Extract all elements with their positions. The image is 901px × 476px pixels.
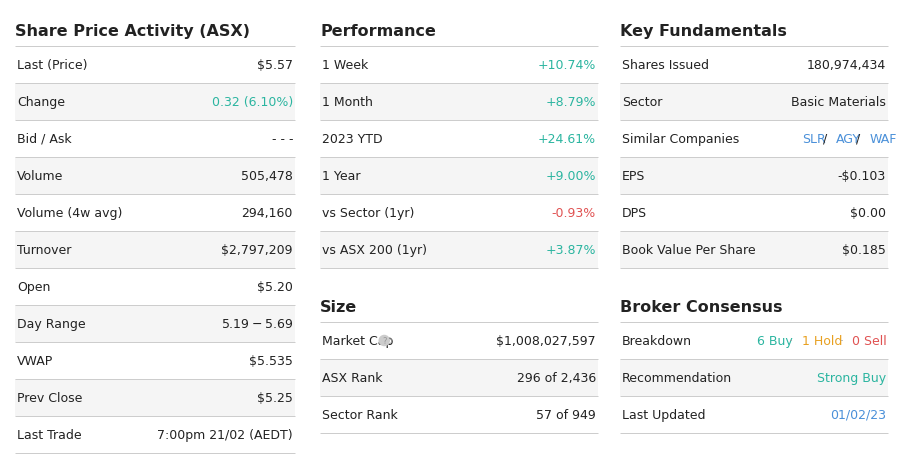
Text: $2,797,209: $2,797,209: [222, 244, 293, 257]
Text: EPS: EPS: [622, 169, 645, 183]
Text: Shares Issued: Shares Issued: [622, 59, 709, 72]
Text: Performance: Performance: [320, 23, 436, 39]
Bar: [620, 359, 888, 396]
Text: ·: ·: [785, 334, 797, 347]
Text: +8.79%: +8.79%: [545, 96, 596, 109]
Text: $5.57: $5.57: [257, 59, 293, 72]
Text: Last (Price): Last (Price): [17, 59, 87, 72]
Text: 1 Week: 1 Week: [322, 59, 369, 72]
Text: Turnover: Turnover: [17, 244, 71, 257]
Text: WAF: WAF: [869, 133, 896, 146]
Bar: [320, 231, 598, 268]
Text: 180,974,434: 180,974,434: [806, 59, 886, 72]
Bar: [320, 158, 598, 195]
Text: 6 Buy: 6 Buy: [757, 334, 793, 347]
Text: 294,160: 294,160: [241, 207, 293, 219]
Text: Strong Buy: Strong Buy: [817, 371, 886, 384]
Text: 2023 YTD: 2023 YTD: [322, 133, 383, 146]
Text: 1 Month: 1 Month: [322, 96, 373, 109]
Bar: [620, 158, 888, 195]
Bar: [15, 158, 295, 195]
Text: vs Sector (1yr): vs Sector (1yr): [322, 207, 414, 219]
Text: Recommendation: Recommendation: [622, 371, 733, 384]
Text: Similar Companies: Similar Companies: [622, 133, 739, 146]
Text: -$0.103: -$0.103: [838, 169, 886, 183]
Text: DPS: DPS: [622, 207, 647, 219]
Text: Prev Close: Prev Close: [17, 391, 82, 404]
Text: 296 of 2,436: 296 of 2,436: [517, 371, 596, 384]
Text: Book Value Per Share: Book Value Per Share: [622, 244, 756, 257]
Text: 0 Sell: 0 Sell: [852, 334, 887, 347]
Text: Key Fundamentals: Key Fundamentals: [620, 23, 787, 39]
Text: 7:00pm 21/02 (AEDT): 7:00pm 21/02 (AEDT): [158, 428, 293, 441]
Text: /: /: [852, 133, 865, 146]
Text: 1 Hold: 1 Hold: [802, 334, 842, 347]
Text: $0.00: $0.00: [850, 207, 886, 219]
Text: $5.25: $5.25: [257, 391, 293, 404]
Text: Breakdown: Breakdown: [622, 334, 692, 347]
Bar: [15, 84, 295, 121]
Text: Open: Open: [17, 280, 50, 293]
Text: ?: ?: [382, 336, 387, 345]
Bar: [15, 231, 295, 268]
Text: - - -: - - -: [271, 133, 293, 146]
Text: /: /: [819, 133, 831, 146]
Text: Size: Size: [320, 299, 358, 314]
Text: +9.00%: +9.00%: [545, 169, 596, 183]
Text: $5.20: $5.20: [257, 280, 293, 293]
Text: VWAP: VWAP: [17, 354, 53, 367]
Text: 0.32 (6.10%): 0.32 (6.10%): [212, 96, 293, 109]
Text: +24.61%: +24.61%: [538, 133, 596, 146]
Text: vs ASX 200 (1yr): vs ASX 200 (1yr): [322, 244, 427, 257]
Text: 57 of 949: 57 of 949: [536, 408, 596, 421]
Text: 01/02/23: 01/02/23: [830, 408, 886, 421]
Text: Volume (4w avg): Volume (4w avg): [17, 207, 123, 219]
Text: Share Price Activity (ASX): Share Price Activity (ASX): [15, 23, 250, 39]
Text: $1,008,027,597: $1,008,027,597: [496, 334, 596, 347]
Text: Last Updated: Last Updated: [622, 408, 705, 421]
Text: Last Trade: Last Trade: [17, 428, 82, 441]
Text: Change: Change: [17, 96, 65, 109]
Text: +3.87%: +3.87%: [545, 244, 596, 257]
Text: Day Range: Day Range: [17, 317, 86, 330]
Text: Market Cap: Market Cap: [322, 334, 394, 347]
Bar: [320, 84, 598, 121]
Text: -0.93%: -0.93%: [551, 207, 596, 219]
Text: ·: ·: [835, 334, 848, 347]
Text: $5.19 - $5.69: $5.19 - $5.69: [221, 317, 293, 330]
Text: AGY: AGY: [835, 133, 860, 146]
Text: SLR: SLR: [802, 133, 825, 146]
Text: ASX Rank: ASX Rank: [322, 371, 383, 384]
Text: Sector: Sector: [622, 96, 662, 109]
Text: 505,478: 505,478: [241, 169, 293, 183]
Text: Volume: Volume: [17, 169, 63, 183]
Text: Broker Consensus: Broker Consensus: [620, 299, 782, 314]
Text: Sector Rank: Sector Rank: [322, 408, 397, 421]
Bar: [15, 306, 295, 342]
Text: Bid / Ask: Bid / Ask: [17, 133, 71, 146]
Bar: [620, 84, 888, 121]
Text: 1 Year: 1 Year: [322, 169, 360, 183]
Text: Basic Materials: Basic Materials: [791, 96, 886, 109]
Text: $0.185: $0.185: [842, 244, 886, 257]
Text: +10.74%: +10.74%: [538, 59, 596, 72]
Bar: [620, 231, 888, 268]
Bar: [15, 379, 295, 416]
Text: $5.535: $5.535: [249, 354, 293, 367]
Text: ⊘: ⊘: [384, 336, 392, 346]
Bar: [320, 359, 598, 396]
